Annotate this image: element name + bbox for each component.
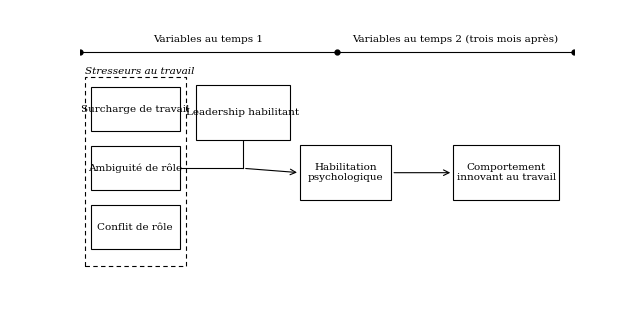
Text: Comportement
innovant au travail: Comportement innovant au travail <box>457 163 556 182</box>
Text: Habilitation
psychologique: Habilitation psychologique <box>308 163 383 182</box>
Text: Leadership habilitant: Leadership habilitant <box>186 108 299 117</box>
Text: Stresseurs au travail: Stresseurs au travail <box>85 67 194 76</box>
Text: Variables au temps 1: Variables au temps 1 <box>153 35 263 44</box>
Text: Surcharge de travail: Surcharge de travail <box>81 105 189 113</box>
FancyBboxPatch shape <box>91 146 180 190</box>
FancyBboxPatch shape <box>300 145 391 200</box>
Text: Variables au temps 2 (trois mois après): Variables au temps 2 (trois mois après) <box>352 35 559 44</box>
FancyBboxPatch shape <box>91 87 180 131</box>
FancyBboxPatch shape <box>91 205 180 250</box>
Text: Conflit de rôle: Conflit de rôle <box>98 223 173 232</box>
FancyBboxPatch shape <box>453 145 560 200</box>
FancyBboxPatch shape <box>196 85 290 140</box>
Text: Ambiguité de rôle: Ambiguité de rôle <box>88 164 182 173</box>
